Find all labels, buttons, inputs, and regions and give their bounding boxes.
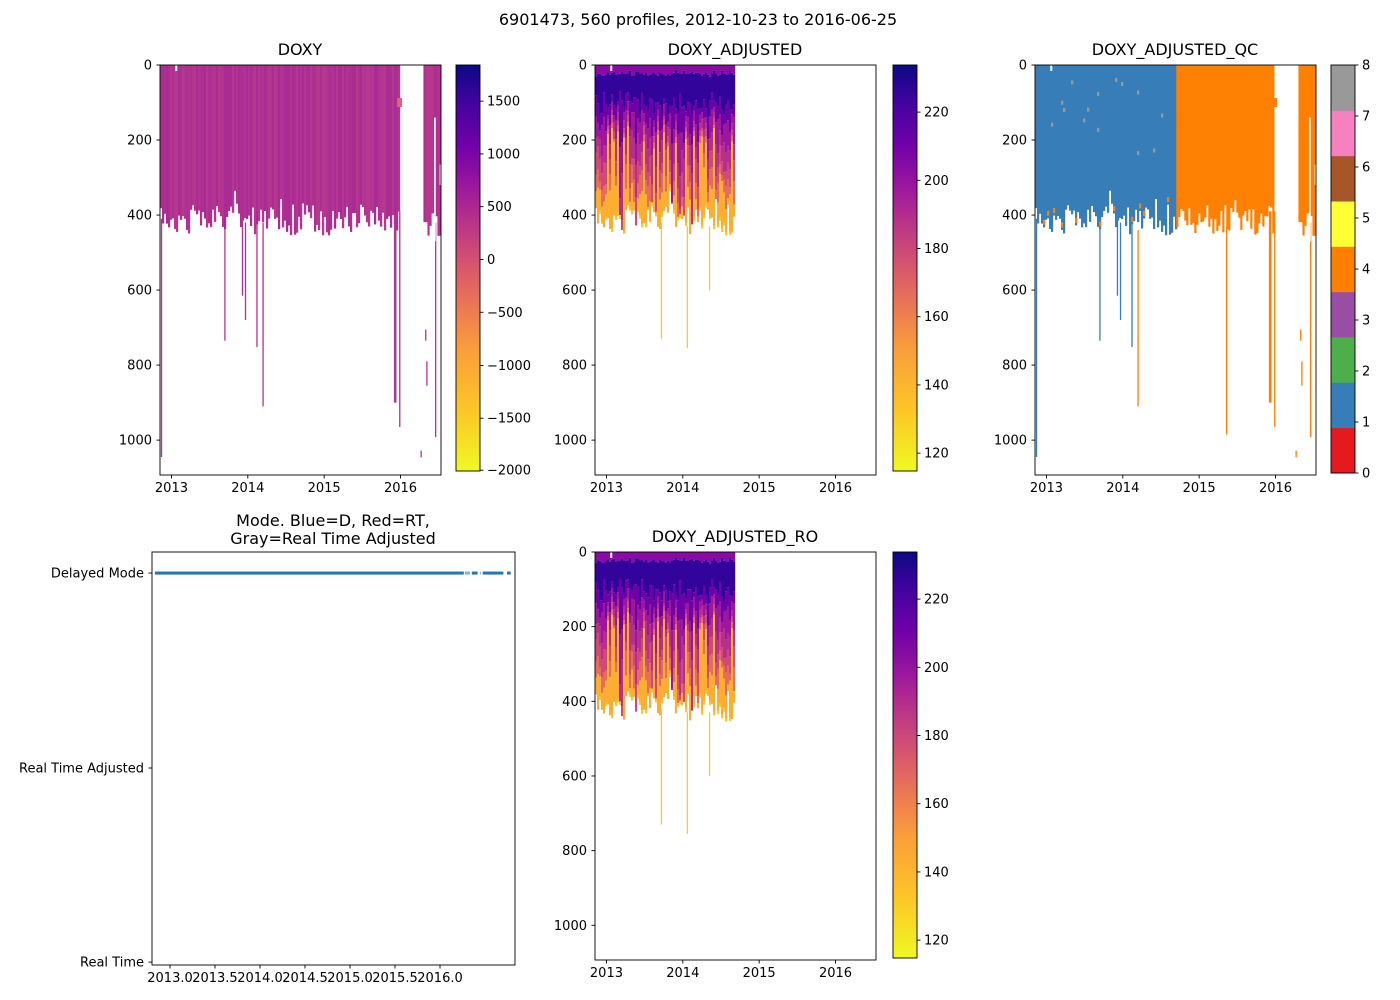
svg-text:400: 400 bbox=[1002, 209, 1027, 224]
svg-text:8: 8 bbox=[1362, 59, 1370, 74]
svg-text:800: 800 bbox=[1002, 359, 1027, 374]
svg-text:2016: 2016 bbox=[1259, 481, 1292, 496]
mode-title-line1: Mode. Blue=D, Red=RT, bbox=[236, 511, 430, 530]
panel-doxy-adjusted-ro: 2013 2014 2015 2016 0 200 400 600 800 1000 220 200 1… bbox=[554, 546, 949, 982]
svg-text:1000: 1000 bbox=[119, 434, 152, 449]
svg-text:2015.0: 2015.0 bbox=[327, 971, 373, 986]
svg-text:2015: 2015 bbox=[308, 481, 341, 496]
svg-text:180: 180 bbox=[924, 242, 949, 257]
svg-text:120: 120 bbox=[924, 934, 949, 949]
panel-doxy-adjusted: 2013 2014 2015 2016 0 200 400 600 800 1000 220 200 1… bbox=[554, 59, 949, 497]
svg-text:5: 5 bbox=[1362, 212, 1370, 227]
svg-text:2014: 2014 bbox=[666, 966, 699, 981]
doxy-adjusted-ro-title: DOXY_ADJUSTED_RO bbox=[652, 527, 818, 547]
svg-text:−2000: −2000 bbox=[487, 464, 531, 479]
svg-text:2016.0: 2016.0 bbox=[417, 971, 463, 986]
doxy-title: DOXY bbox=[278, 40, 323, 59]
svg-text:2014.0: 2014.0 bbox=[237, 971, 283, 986]
svg-text:2014: 2014 bbox=[666, 481, 699, 496]
svg-text:2013: 2013 bbox=[590, 966, 623, 981]
svg-text:2015: 2015 bbox=[743, 481, 776, 496]
svg-text:3: 3 bbox=[1362, 314, 1370, 329]
panel-mode: 2013.0 2013.5 2014.0 2014.5 2015.0 2015.5 2016… bbox=[19, 551, 516, 986]
svg-text:2013: 2013 bbox=[155, 481, 188, 496]
mode-title-line2: Gray=Real Time Adjusted bbox=[230, 529, 436, 548]
svg-text:4: 4 bbox=[1362, 263, 1370, 278]
svg-text:200: 200 bbox=[562, 620, 587, 635]
svg-text:1000: 1000 bbox=[554, 919, 587, 934]
svg-text:160: 160 bbox=[924, 797, 949, 812]
doxy-adjusted-qc-title: DOXY_ADJUSTED_QC bbox=[1092, 40, 1258, 60]
svg-text:Delayed Mode: Delayed Mode bbox=[51, 567, 144, 582]
svg-text:2013: 2013 bbox=[590, 481, 623, 496]
svg-text:160: 160 bbox=[924, 310, 949, 325]
svg-text:2013: 2013 bbox=[1030, 481, 1063, 496]
svg-text:1000: 1000 bbox=[554, 434, 587, 449]
svg-text:200: 200 bbox=[562, 134, 587, 149]
svg-text:400: 400 bbox=[127, 209, 152, 224]
svg-text:Real Time Adjusted: Real Time Adjusted bbox=[19, 761, 144, 776]
svg-text:500: 500 bbox=[487, 200, 512, 215]
svg-text:2014: 2014 bbox=[231, 481, 264, 496]
svg-text:2013.5: 2013.5 bbox=[192, 971, 238, 986]
svg-text:1000: 1000 bbox=[994, 434, 1027, 449]
svg-text:2016: 2016 bbox=[819, 481, 852, 496]
svg-text:2015: 2015 bbox=[1183, 481, 1216, 496]
svg-text:2014.5: 2014.5 bbox=[282, 971, 328, 986]
svg-text:140: 140 bbox=[924, 378, 949, 393]
svg-text:2013.0: 2013.0 bbox=[147, 971, 193, 986]
svg-text:1500: 1500 bbox=[487, 95, 520, 110]
svg-text:400: 400 bbox=[562, 695, 587, 710]
svg-text:−1500: −1500 bbox=[487, 412, 531, 427]
svg-text:7: 7 bbox=[1362, 110, 1370, 125]
doxy-adjusted-title: DOXY_ADJUSTED bbox=[668, 40, 803, 60]
svg-text:−1000: −1000 bbox=[487, 359, 531, 374]
svg-text:800: 800 bbox=[562, 844, 587, 859]
svg-text:600: 600 bbox=[127, 284, 152, 299]
svg-text:800: 800 bbox=[127, 359, 152, 374]
svg-text:200: 200 bbox=[924, 661, 949, 676]
svg-text:0: 0 bbox=[144, 59, 152, 74]
figure-title: 6901473, 560 profiles, 2012-10-23 to 201… bbox=[499, 10, 897, 29]
svg-text:200: 200 bbox=[1002, 134, 1027, 149]
svg-text:200: 200 bbox=[924, 174, 949, 189]
svg-text:2016: 2016 bbox=[384, 481, 417, 496]
svg-text:2016: 2016 bbox=[819, 966, 852, 981]
svg-text:600: 600 bbox=[562, 769, 587, 784]
svg-text:Real Time: Real Time bbox=[80, 956, 144, 971]
svg-text:220: 220 bbox=[924, 106, 949, 121]
svg-text:−500: −500 bbox=[487, 306, 523, 321]
svg-text:6: 6 bbox=[1362, 161, 1370, 176]
svg-text:1: 1 bbox=[1362, 416, 1370, 431]
svg-text:2015: 2015 bbox=[743, 966, 776, 981]
svg-text:200: 200 bbox=[127, 134, 152, 149]
svg-text:600: 600 bbox=[1002, 284, 1027, 299]
svg-text:2015.5: 2015.5 bbox=[372, 971, 418, 986]
svg-text:0: 0 bbox=[487, 253, 495, 268]
panel-doxy: 2013 2014 2015 2016 0 200 400 600 800 1000 1500 100… bbox=[119, 59, 531, 497]
svg-text:600: 600 bbox=[562, 284, 587, 299]
svg-text:0: 0 bbox=[1362, 467, 1370, 482]
svg-text:2014: 2014 bbox=[1106, 481, 1139, 496]
svg-text:220: 220 bbox=[924, 593, 949, 608]
svg-text:400: 400 bbox=[562, 209, 587, 224]
svg-text:0: 0 bbox=[579, 59, 587, 74]
svg-text:2: 2 bbox=[1362, 365, 1370, 380]
svg-text:0: 0 bbox=[1019, 59, 1027, 74]
svg-text:140: 140 bbox=[924, 865, 949, 880]
svg-text:0: 0 bbox=[579, 546, 587, 561]
panel-doxy-adjusted-qc: 2013 2014 2015 2016 0 200 400 600 800 1000 8 7 6 5 4 3 2… bbox=[994, 59, 1370, 497]
svg-text:180: 180 bbox=[924, 729, 949, 744]
svg-text:800: 800 bbox=[562, 359, 587, 374]
svg-text:120: 120 bbox=[924, 447, 949, 462]
svg-text:1000: 1000 bbox=[487, 147, 520, 162]
